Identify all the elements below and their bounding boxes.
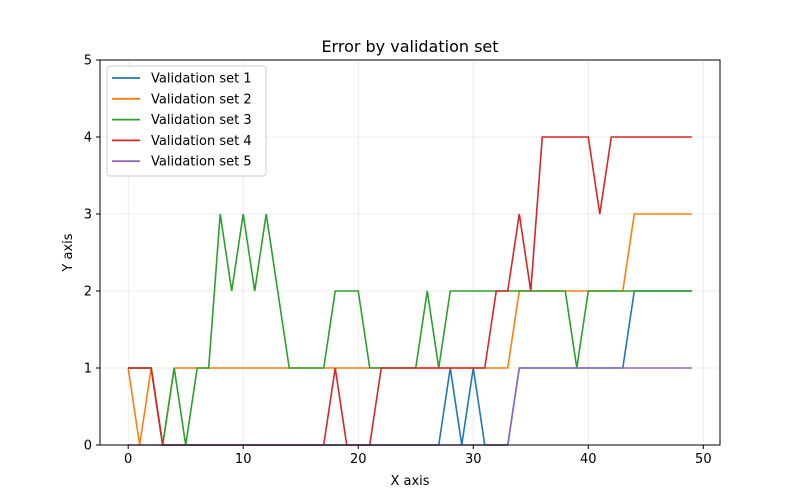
y-axis-label: Y axis bbox=[61, 233, 76, 272]
x-tick-label: 0 bbox=[124, 452, 132, 467]
x-tick-label: 50 bbox=[695, 452, 712, 467]
plot-frame bbox=[99, 59, 721, 446]
legend: Validation set 1 Validation set 2 Validati… bbox=[106, 65, 267, 177]
y-tick-label: 3 bbox=[84, 208, 92, 223]
legend-box bbox=[106, 65, 267, 177]
x-tick-label: 40 bbox=[580, 452, 597, 467]
legend-label: Validation set 4 bbox=[151, 134, 252, 149]
legend-label: Validation set 2 bbox=[151, 92, 252, 107]
legend-label: Validation set 3 bbox=[151, 113, 252, 128]
y-tick-label: 5 bbox=[84, 54, 92, 69]
y-tick-label: 1 bbox=[84, 362, 92, 377]
x-tick-label: 10 bbox=[235, 452, 252, 467]
legend-label: Validation set 1 bbox=[151, 72, 252, 87]
chart-title: Error by validation set bbox=[321, 37, 498, 56]
x-tick-label: 30 bbox=[465, 452, 482, 467]
legend-label: Validation set 5 bbox=[151, 155, 252, 170]
y-tick-label: 2 bbox=[84, 285, 92, 300]
ticks: 0 10 20 30 40 50 0 1 2 3 4 5 bbox=[84, 54, 712, 468]
x-axis-label: X axis bbox=[390, 474, 429, 489]
x-tick-label: 20 bbox=[350, 452, 367, 467]
y-tick-label: 0 bbox=[84, 439, 92, 454]
y-tick-label: 4 bbox=[84, 131, 92, 146]
